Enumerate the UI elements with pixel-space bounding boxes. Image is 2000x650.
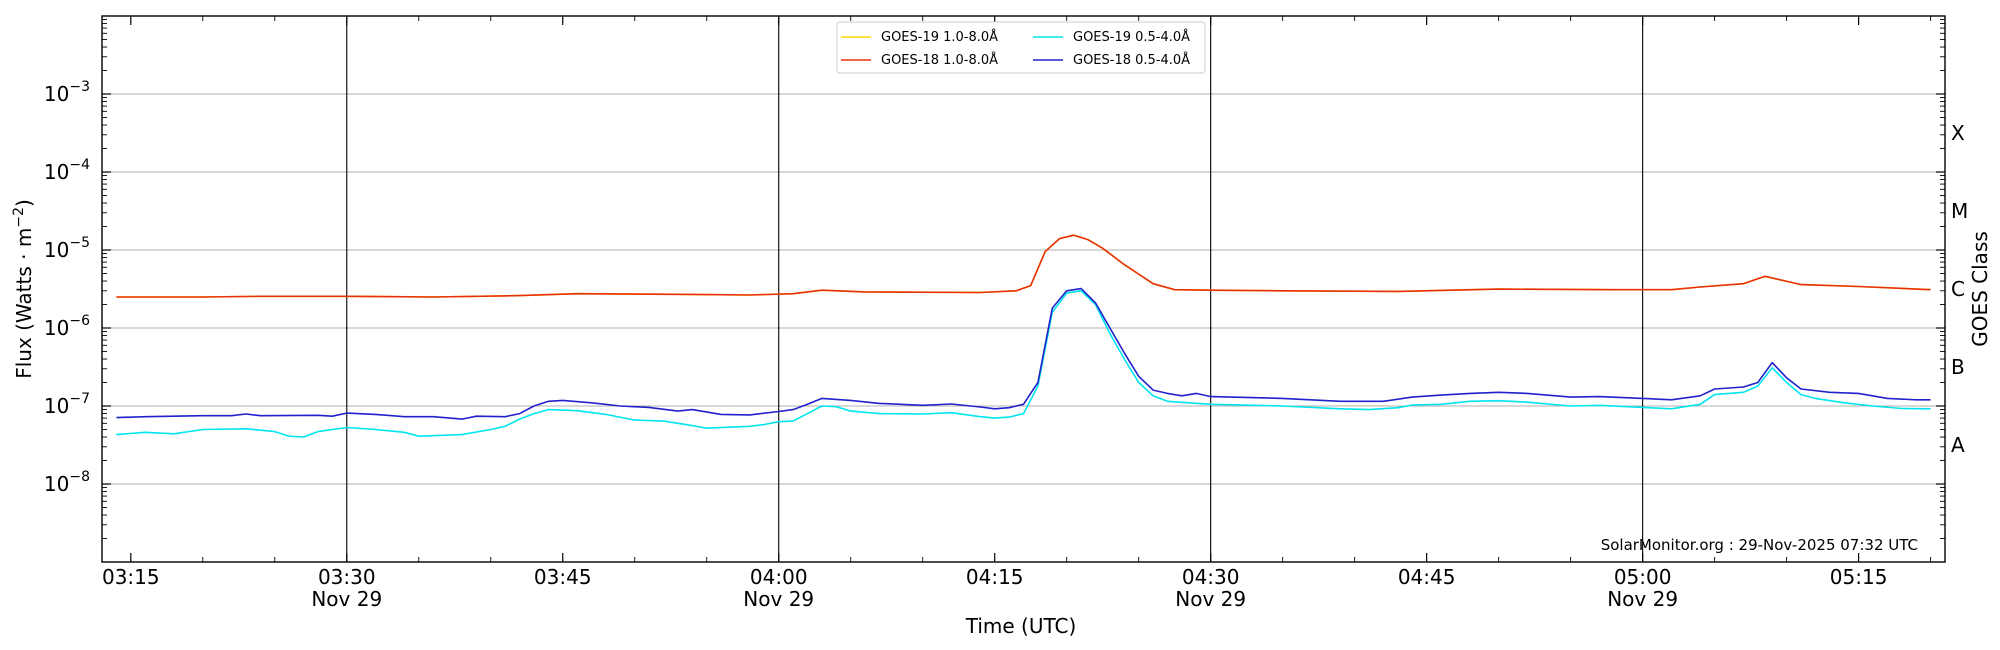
series-lines <box>116 234 1931 438</box>
x-tick-label: 04:15 <box>966 565 1024 589</box>
y-axis-title-main: Flux (Watts · m <box>12 228 36 379</box>
y-tick-label: 10−3 <box>44 79 90 106</box>
y-tick-label: 10−7 <box>44 391 90 418</box>
legend-label-goes19-short: GOES-19 0.5-4.0Å <box>1073 29 1190 45</box>
y-tick-label: 10−5 <box>44 235 90 262</box>
x-tick-label: 04:45 <box>1398 565 1456 589</box>
x-tick-label: 03:45 <box>534 565 592 589</box>
goes-class-label: C <box>1951 277 1965 301</box>
goes-class-label: M <box>1951 199 1968 223</box>
y-axis-title-close: ) <box>12 199 36 207</box>
legend-label-goes19-long: GOES-19 1.0-8.0Å <box>881 29 998 45</box>
grid-lines <box>102 93 1945 485</box>
series-line-3 <box>116 287 1931 420</box>
y-tick-label: 10−6 <box>44 313 90 340</box>
plot-frame <box>101 15 1946 563</box>
x-axis-title: Time (UTC) <box>965 614 1077 638</box>
legend-frame <box>836 21 1206 74</box>
y-axis-title: Flux (Watts · m−2) <box>11 199 36 379</box>
x-tick-label: 05:15 <box>1830 565 1888 589</box>
x-tick-label: 03:30 <box>318 565 376 589</box>
y-axis-title-exponent: −2 <box>11 207 27 228</box>
legend-label-goes18-long: GOES-18 1.0-8.0Å <box>881 52 998 68</box>
x-tick-date-label: Nov 29 <box>1175 587 1246 611</box>
x-tick-date-label: Nov 29 <box>311 587 382 611</box>
x-tick-label: 04:30 <box>1182 565 1240 589</box>
x-tick-label: 03:15 <box>102 565 160 589</box>
goes-class-axis-title: GOES Class <box>1968 231 1992 347</box>
x-tick-date-label: Nov 29 <box>743 587 814 611</box>
legend-label-goes18-short: GOES-18 0.5-4.0Å <box>1073 52 1190 68</box>
goes-class-label: B <box>1951 355 1965 379</box>
goes-class-label: A <box>1951 433 1965 457</box>
day-boundary-lines <box>346 16 1644 562</box>
goes-class-label: X <box>1951 121 1965 145</box>
series-line-2 <box>116 289 1931 438</box>
x-tick-label: 05:00 <box>1614 565 1672 589</box>
x-tick-label: 04:00 <box>750 565 808 589</box>
x-tick-date-label: Nov 29 <box>1607 587 1678 611</box>
y-tick-label: 10−8 <box>44 469 90 496</box>
series-line-1 <box>116 234 1931 298</box>
y-tick-label: 10−4 <box>44 157 90 184</box>
legend: GOES-19 1.0-8.0Å GOES-18 1.0-8.0Å GOES-1… <box>836 21 1206 74</box>
source-annotation: SolarMonitor.org : 29-Nov-2025 07:32 UTC <box>1601 536 1918 554</box>
